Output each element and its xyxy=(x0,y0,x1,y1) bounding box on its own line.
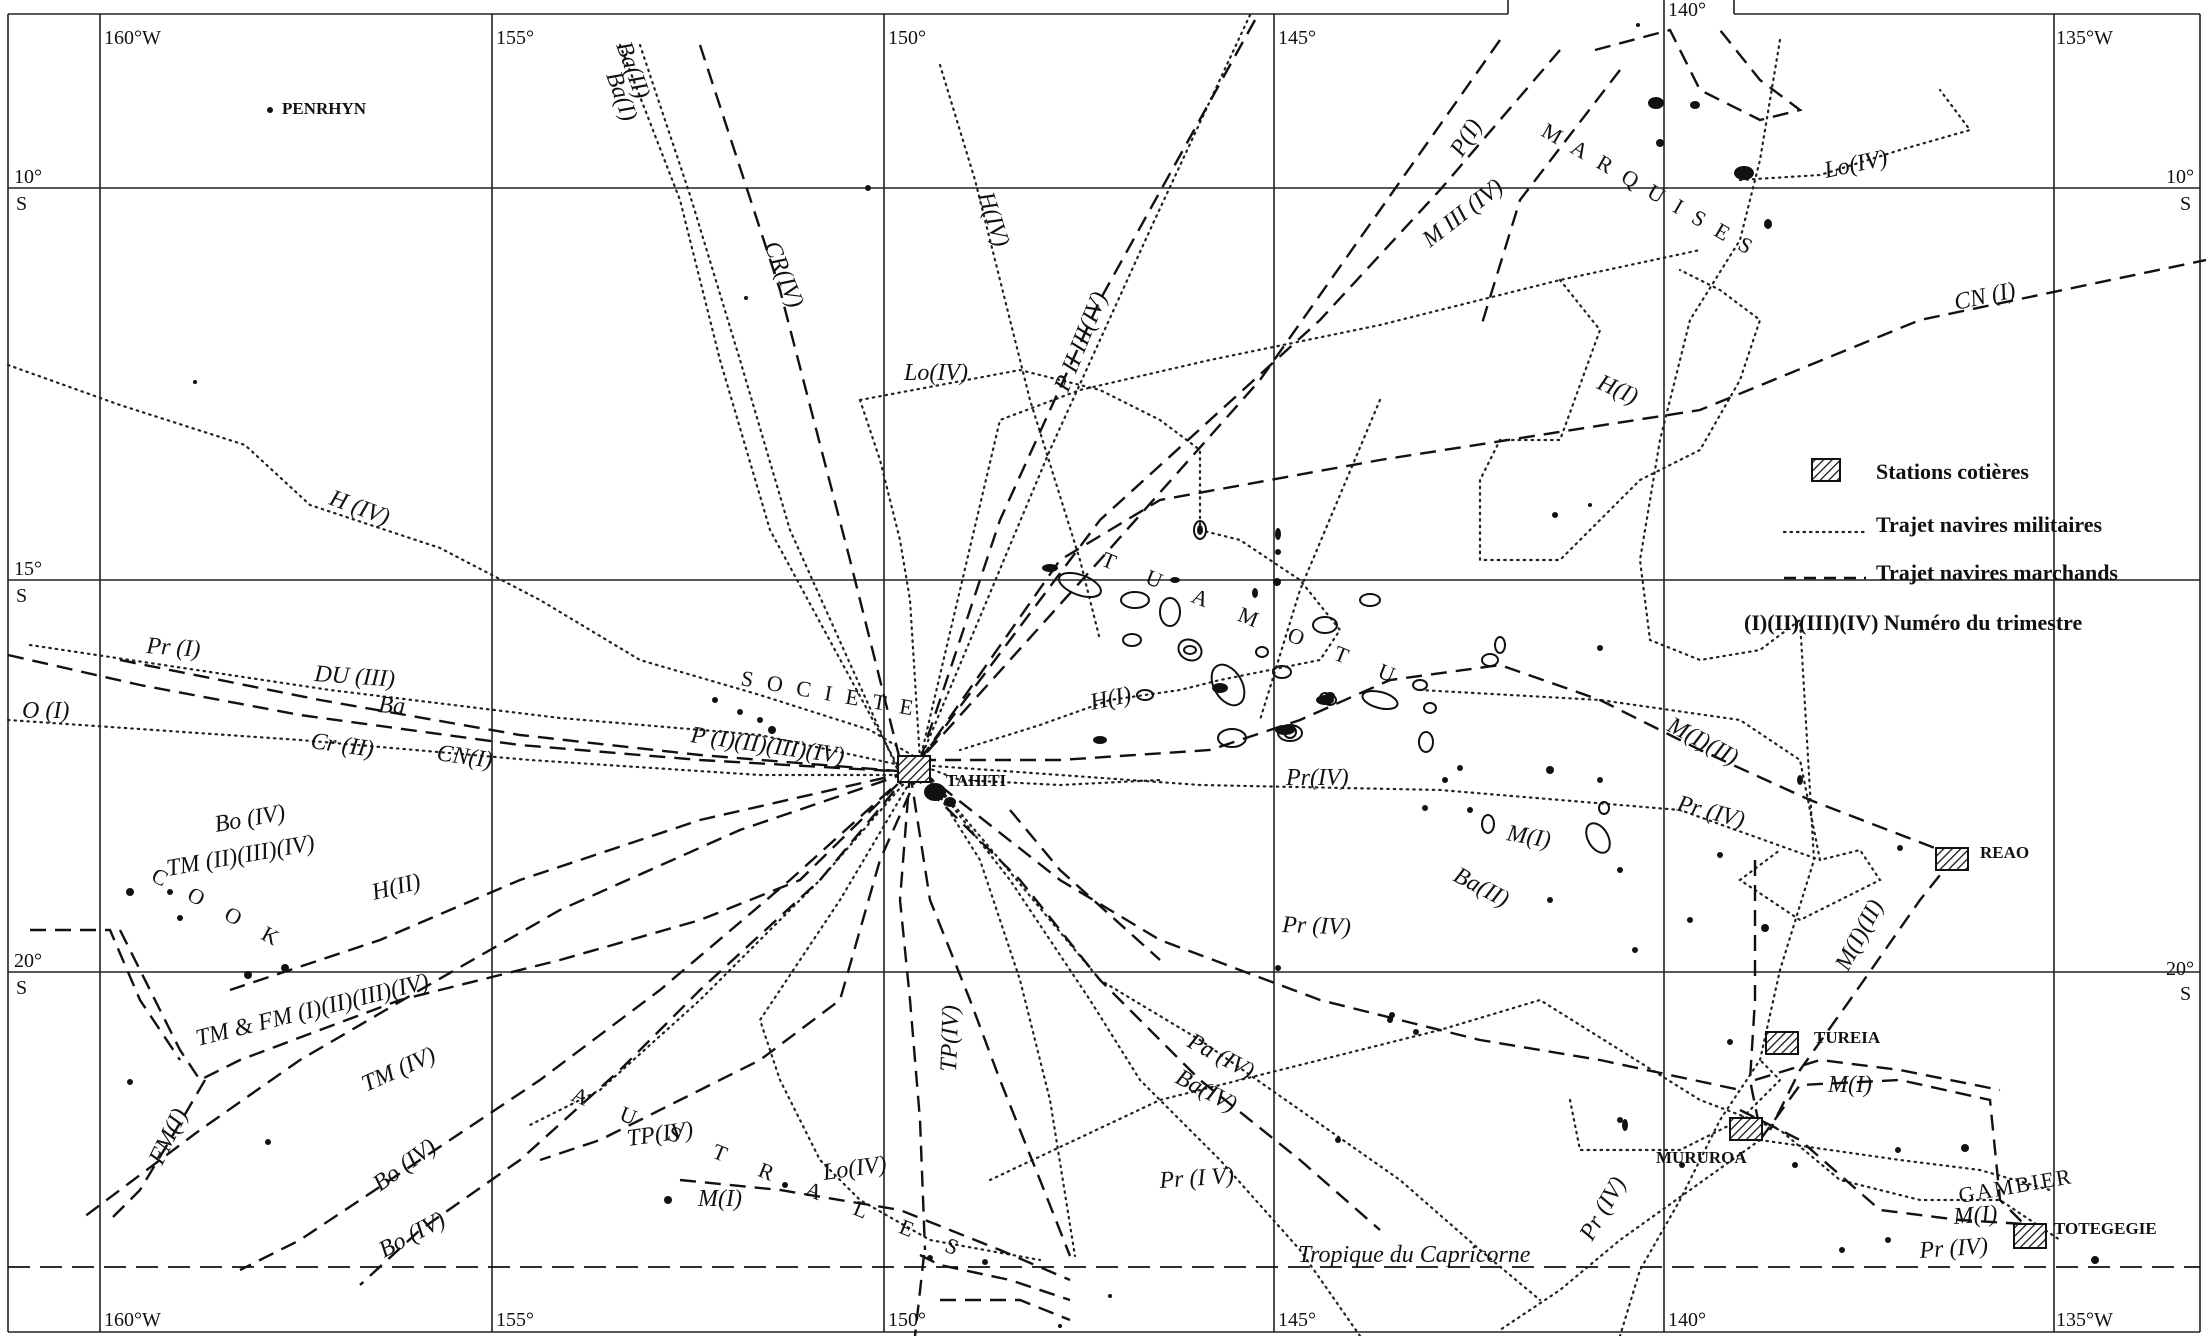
islands xyxy=(126,23,2099,1328)
route-label: Bo (IV) xyxy=(213,800,288,838)
route-label: CR(IV) xyxy=(758,238,808,312)
lon-label: 135°W xyxy=(2056,27,2113,49)
station-tahiti-marker xyxy=(897,755,931,783)
route-label: TM (IV) xyxy=(358,1042,440,1097)
lon-label: 140° xyxy=(1668,0,1706,21)
archipelago-tuamotu: TUAMOTU xyxy=(1098,546,1430,700)
lon-label: 145° xyxy=(1278,27,1316,49)
route-label: H(II) xyxy=(368,869,423,906)
island-penrhyn: PENRHYN xyxy=(282,99,367,118)
route-label: H (IV) xyxy=(325,485,393,531)
lon-label: 150° xyxy=(888,1309,926,1331)
route-label: FM(I) xyxy=(144,1105,194,1170)
archipelago-marquises: MARQUISES xyxy=(1538,118,1770,266)
lat-hemisphere: S xyxy=(16,977,27,999)
station-label: TAHITI xyxy=(946,771,1007,790)
route-label: CN (I) xyxy=(1952,278,2018,316)
lon-label: 135°W xyxy=(2056,1309,2113,1331)
station-reao-marker xyxy=(1935,847,1969,871)
route-label: DU (III) xyxy=(313,661,396,693)
lat-hemisphere: S xyxy=(16,585,27,607)
lon-label: 155° xyxy=(496,1309,534,1331)
route-label: Pr (I V) xyxy=(1158,1163,1235,1194)
route-label: Pr (IV) xyxy=(1281,912,1352,940)
station-mururoa-marker xyxy=(1729,1117,1763,1141)
graticule xyxy=(7,0,2201,1333)
route-label: Bo (IV) xyxy=(375,1207,450,1263)
legend-station-swatch xyxy=(1811,458,1841,482)
route-label: H(I) xyxy=(1593,369,1642,410)
route-label: M(I) xyxy=(697,1186,742,1212)
legend-stations-label: Stations cotières xyxy=(1876,459,2029,484)
route-label: O (I) xyxy=(22,698,69,724)
route-label: M(I)(II) xyxy=(1830,896,1889,976)
route-label: TP(IV) xyxy=(936,1005,964,1073)
route-label: Ba(II) xyxy=(1449,862,1513,912)
latitude-labels: 10° S 15° S 20° S 10° S 20° S xyxy=(14,166,2194,1005)
route-label: H(I) xyxy=(1087,682,1134,716)
legend-quarter-label: (I)(II)(III)(IV) Numéro du trimestre xyxy=(1744,610,2083,635)
merchant-routes xyxy=(7,19,2206,1336)
route-label: Lo(IV) xyxy=(903,360,968,386)
lat-label: 20° xyxy=(14,950,42,972)
coastal-stations: TAHITI REAO TUREIA MURUROA TOTEGEGIE xyxy=(897,755,2157,1249)
route-label: Cr (II) xyxy=(309,728,375,763)
station-label: TOTEGEGIE xyxy=(2054,1219,2157,1238)
route-label: Pr (I) xyxy=(145,633,202,663)
route-label: Bo (IV) xyxy=(368,1134,441,1197)
lon-label: 160°W xyxy=(104,1309,161,1331)
lon-label: 150° xyxy=(888,27,926,49)
lon-label: 160°W xyxy=(104,27,161,49)
route-label: M(I) xyxy=(1952,1201,1999,1230)
route-label: M(I)(II) xyxy=(1662,712,1742,771)
route-label: Ba xyxy=(378,692,406,720)
station-label: MURUROA xyxy=(1656,1148,1747,1167)
route-label: M(I) xyxy=(1504,820,1553,853)
route-label: Lo(IV) xyxy=(820,1151,888,1186)
station-label: TUREIA xyxy=(1814,1028,1881,1047)
route-label: P (I)(II)(III)(IV) xyxy=(688,722,846,769)
legend-military-label: Trajet navires militaires xyxy=(1876,512,2102,537)
lat-hemisphere: S xyxy=(16,193,27,215)
archipelago-societe: SOCIETE xyxy=(739,665,929,722)
route-label: P(I) xyxy=(1445,115,1488,162)
station-label: REAO xyxy=(1980,843,2029,862)
route-label: TM (II)(III)(IV) xyxy=(165,830,317,882)
legend-merchant-label: Trajet navires marchands xyxy=(1876,560,2118,585)
route-label: Pr(IV) xyxy=(1285,765,1349,791)
longitude-labels-top: 160°W 155° 150° 145° 140° 135°W xyxy=(104,0,2113,49)
lat-label: 10° xyxy=(2166,166,2194,188)
station-totegegie-marker xyxy=(2013,1223,2047,1249)
route-label: Pr (IV) xyxy=(1673,790,1747,833)
lat-hemisphere: S xyxy=(2180,193,2191,215)
route-label: Pr (IV) xyxy=(1574,1173,1631,1246)
lat-hemisphere: S xyxy=(2180,983,2191,1005)
route-label: M III (IV) xyxy=(1417,174,1508,253)
longitude-labels-bottom: 160°W 155° 150° 145° 140° 135°W xyxy=(104,1309,2113,1331)
route-label: Lo(IV) xyxy=(1821,145,1890,184)
tropic-label: Tropique du Capricorne xyxy=(1298,1242,1531,1268)
lon-label: 155° xyxy=(496,27,534,49)
route-label: Pr (IV) xyxy=(1918,1233,1989,1264)
route-label: H(IV) xyxy=(972,188,1014,250)
military-routes xyxy=(6,13,2062,1336)
lon-label: 140° xyxy=(1668,1309,1706,1331)
station-tureia-marker xyxy=(1765,1031,1799,1055)
legend: Stations cotières Trajet navires militai… xyxy=(1744,458,2118,635)
route-label: CN(I) xyxy=(435,740,494,774)
lat-label: 15° xyxy=(14,558,42,580)
lon-label: 145° xyxy=(1278,1309,1316,1331)
lat-label: 20° xyxy=(2166,958,2194,980)
route-label: M(I) xyxy=(1827,1072,1872,1098)
lat-label: 10° xyxy=(14,166,42,188)
archipelago-australes: AUSTRALES xyxy=(568,1081,996,1273)
route-label: TM & FM (I)(II)(III)(IV) xyxy=(193,969,431,1052)
